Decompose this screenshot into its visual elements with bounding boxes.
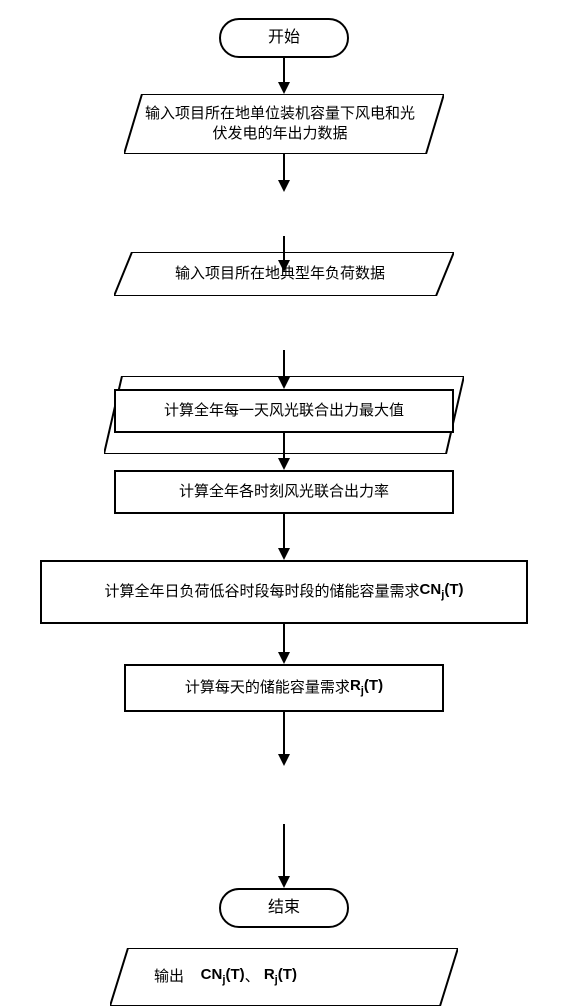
calc-period-storage: 计算全年日负荷低谷时段每时段的储能容量需求 CNj(T) — [40, 560, 528, 624]
calc-output-rate: 计算全年各时刻风光联合出力率 — [114, 470, 454, 514]
flowchart-canvas: 开始 输入项目所在地单位装机容量下风电和光伏发电的年出力数据 输入项目所在地典型… — [0, 0, 568, 1000]
start-terminal: 开始 — [219, 18, 349, 58]
calc-daily-storage: 计算每天的储能容量需求 Rj(T) — [124, 664, 444, 712]
end-terminal: 结束 — [219, 888, 349, 928]
input-generation-data: 输入项目所在地单位装机容量下风电和光伏发电的年出力数据 — [124, 94, 444, 154]
calc-daily-max: 计算全年每一天风光联合出力最大值 — [114, 389, 454, 433]
output-results: 输出 CNj(T)、 Rj(T) — [110, 948, 458, 1006]
